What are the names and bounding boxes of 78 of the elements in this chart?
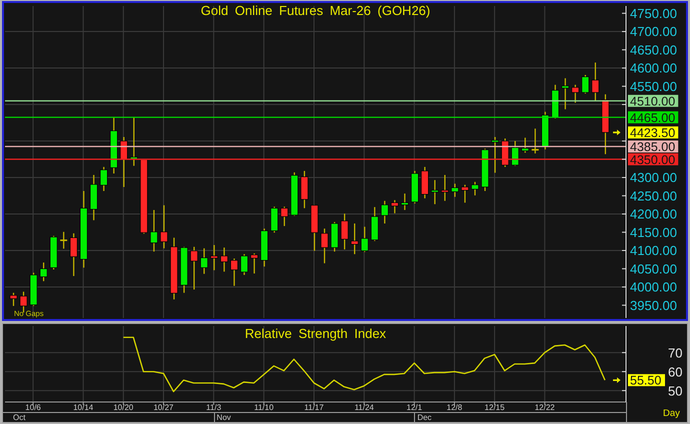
text: Dec xyxy=(417,413,432,422)
x-tick-label: 10/27 xyxy=(153,403,174,412)
text: 4423.50 xyxy=(630,126,676,140)
y-tick-label: 4700.00 xyxy=(630,24,677,40)
text: Day xyxy=(663,408,680,419)
candlestick xyxy=(230,258,238,286)
candlestick xyxy=(421,166,429,199)
y-tick-label: 70 xyxy=(668,345,682,360)
x-tick-label: 11/24 xyxy=(354,403,374,412)
text: 55.50 xyxy=(630,374,662,388)
y-tick-label: 4150.00 xyxy=(630,224,677,240)
candlestick xyxy=(150,209,158,252)
y-tick-label: 4200.00 xyxy=(630,206,677,222)
candlestick xyxy=(270,206,278,234)
ref-line-label: 4465.00 xyxy=(630,110,676,125)
candlestick xyxy=(280,206,288,227)
candlestick xyxy=(240,254,248,276)
x-tick-label: 11/3 xyxy=(206,403,222,412)
text: Oct xyxy=(13,413,26,422)
candlestick xyxy=(10,292,18,307)
candlestick xyxy=(400,192,409,211)
y-tick-label: 4000.00 xyxy=(630,280,677,295)
chart-title: Relative Strength Index xyxy=(244,326,387,341)
candlestick xyxy=(592,62,600,102)
candlestick xyxy=(431,179,439,205)
candlestick xyxy=(471,181,479,196)
candlestick xyxy=(160,204,168,249)
x-tick-label: 11/17 xyxy=(304,403,324,412)
candlestick xyxy=(572,84,580,104)
candlestick xyxy=(370,206,378,242)
candlestick xyxy=(561,78,570,110)
candlestick xyxy=(360,226,368,253)
candlestick xyxy=(380,200,389,224)
x-tick-label: 10/6 xyxy=(25,403,42,412)
y-tick-label: 4300.00 xyxy=(630,170,677,186)
x-tick-label: 12/15 xyxy=(484,403,506,412)
candlestick xyxy=(390,200,399,214)
y-tick-label: 50 xyxy=(668,383,682,398)
candlestick xyxy=(300,170,308,209)
x-tick-label: 10/20 xyxy=(113,403,134,412)
candlestick xyxy=(100,166,108,192)
candlestick xyxy=(350,222,358,255)
candlestick xyxy=(40,262,48,282)
candlestick xyxy=(210,244,218,271)
y-tick-label: 4250.00 xyxy=(630,188,677,204)
candlestick xyxy=(250,252,258,274)
candlestick xyxy=(530,128,540,154)
ref-line-label: 4350.00 xyxy=(630,152,676,167)
y-tick-label: 4100.00 xyxy=(630,243,677,258)
y-tick-label: 3950.00 xyxy=(630,298,677,313)
candlestick xyxy=(441,174,449,202)
candlestick xyxy=(200,248,208,274)
y-tick-label: 4600.00 xyxy=(630,60,677,76)
candlestick xyxy=(59,231,68,250)
ref-line-label: 4385.00 xyxy=(630,140,676,154)
candlestick xyxy=(340,213,348,250)
y-tick-label: 4550.00 xyxy=(630,78,677,94)
candlestick xyxy=(521,137,529,154)
y-tick-label: 4050.00 xyxy=(630,261,677,276)
ref-line-label: 4510.00 xyxy=(630,94,676,108)
x-tick-label: 11/10 xyxy=(254,403,274,412)
candlestick xyxy=(220,246,228,272)
candlestick xyxy=(491,136,499,174)
candlestick xyxy=(451,183,459,198)
x-tick-label: 12/22 xyxy=(534,403,556,412)
candlestick xyxy=(582,74,590,94)
candlestick xyxy=(320,228,328,264)
x-tick-label: 12/1 xyxy=(406,403,423,412)
candlestick xyxy=(190,246,198,290)
candlestick xyxy=(70,232,78,277)
x-tick-label: 10/14 xyxy=(73,403,94,412)
chart-title: Gold Online Futures Mar-26 (GOH26) xyxy=(200,3,430,18)
candlestick xyxy=(461,184,469,204)
y-tick-label: 4750.00 xyxy=(630,6,677,21)
text: Nov xyxy=(216,413,231,422)
y-tick-label: 4650.00 xyxy=(630,42,677,58)
x-tick-label: 12/8 xyxy=(446,403,463,412)
y-tick-label: 60 xyxy=(668,364,682,380)
